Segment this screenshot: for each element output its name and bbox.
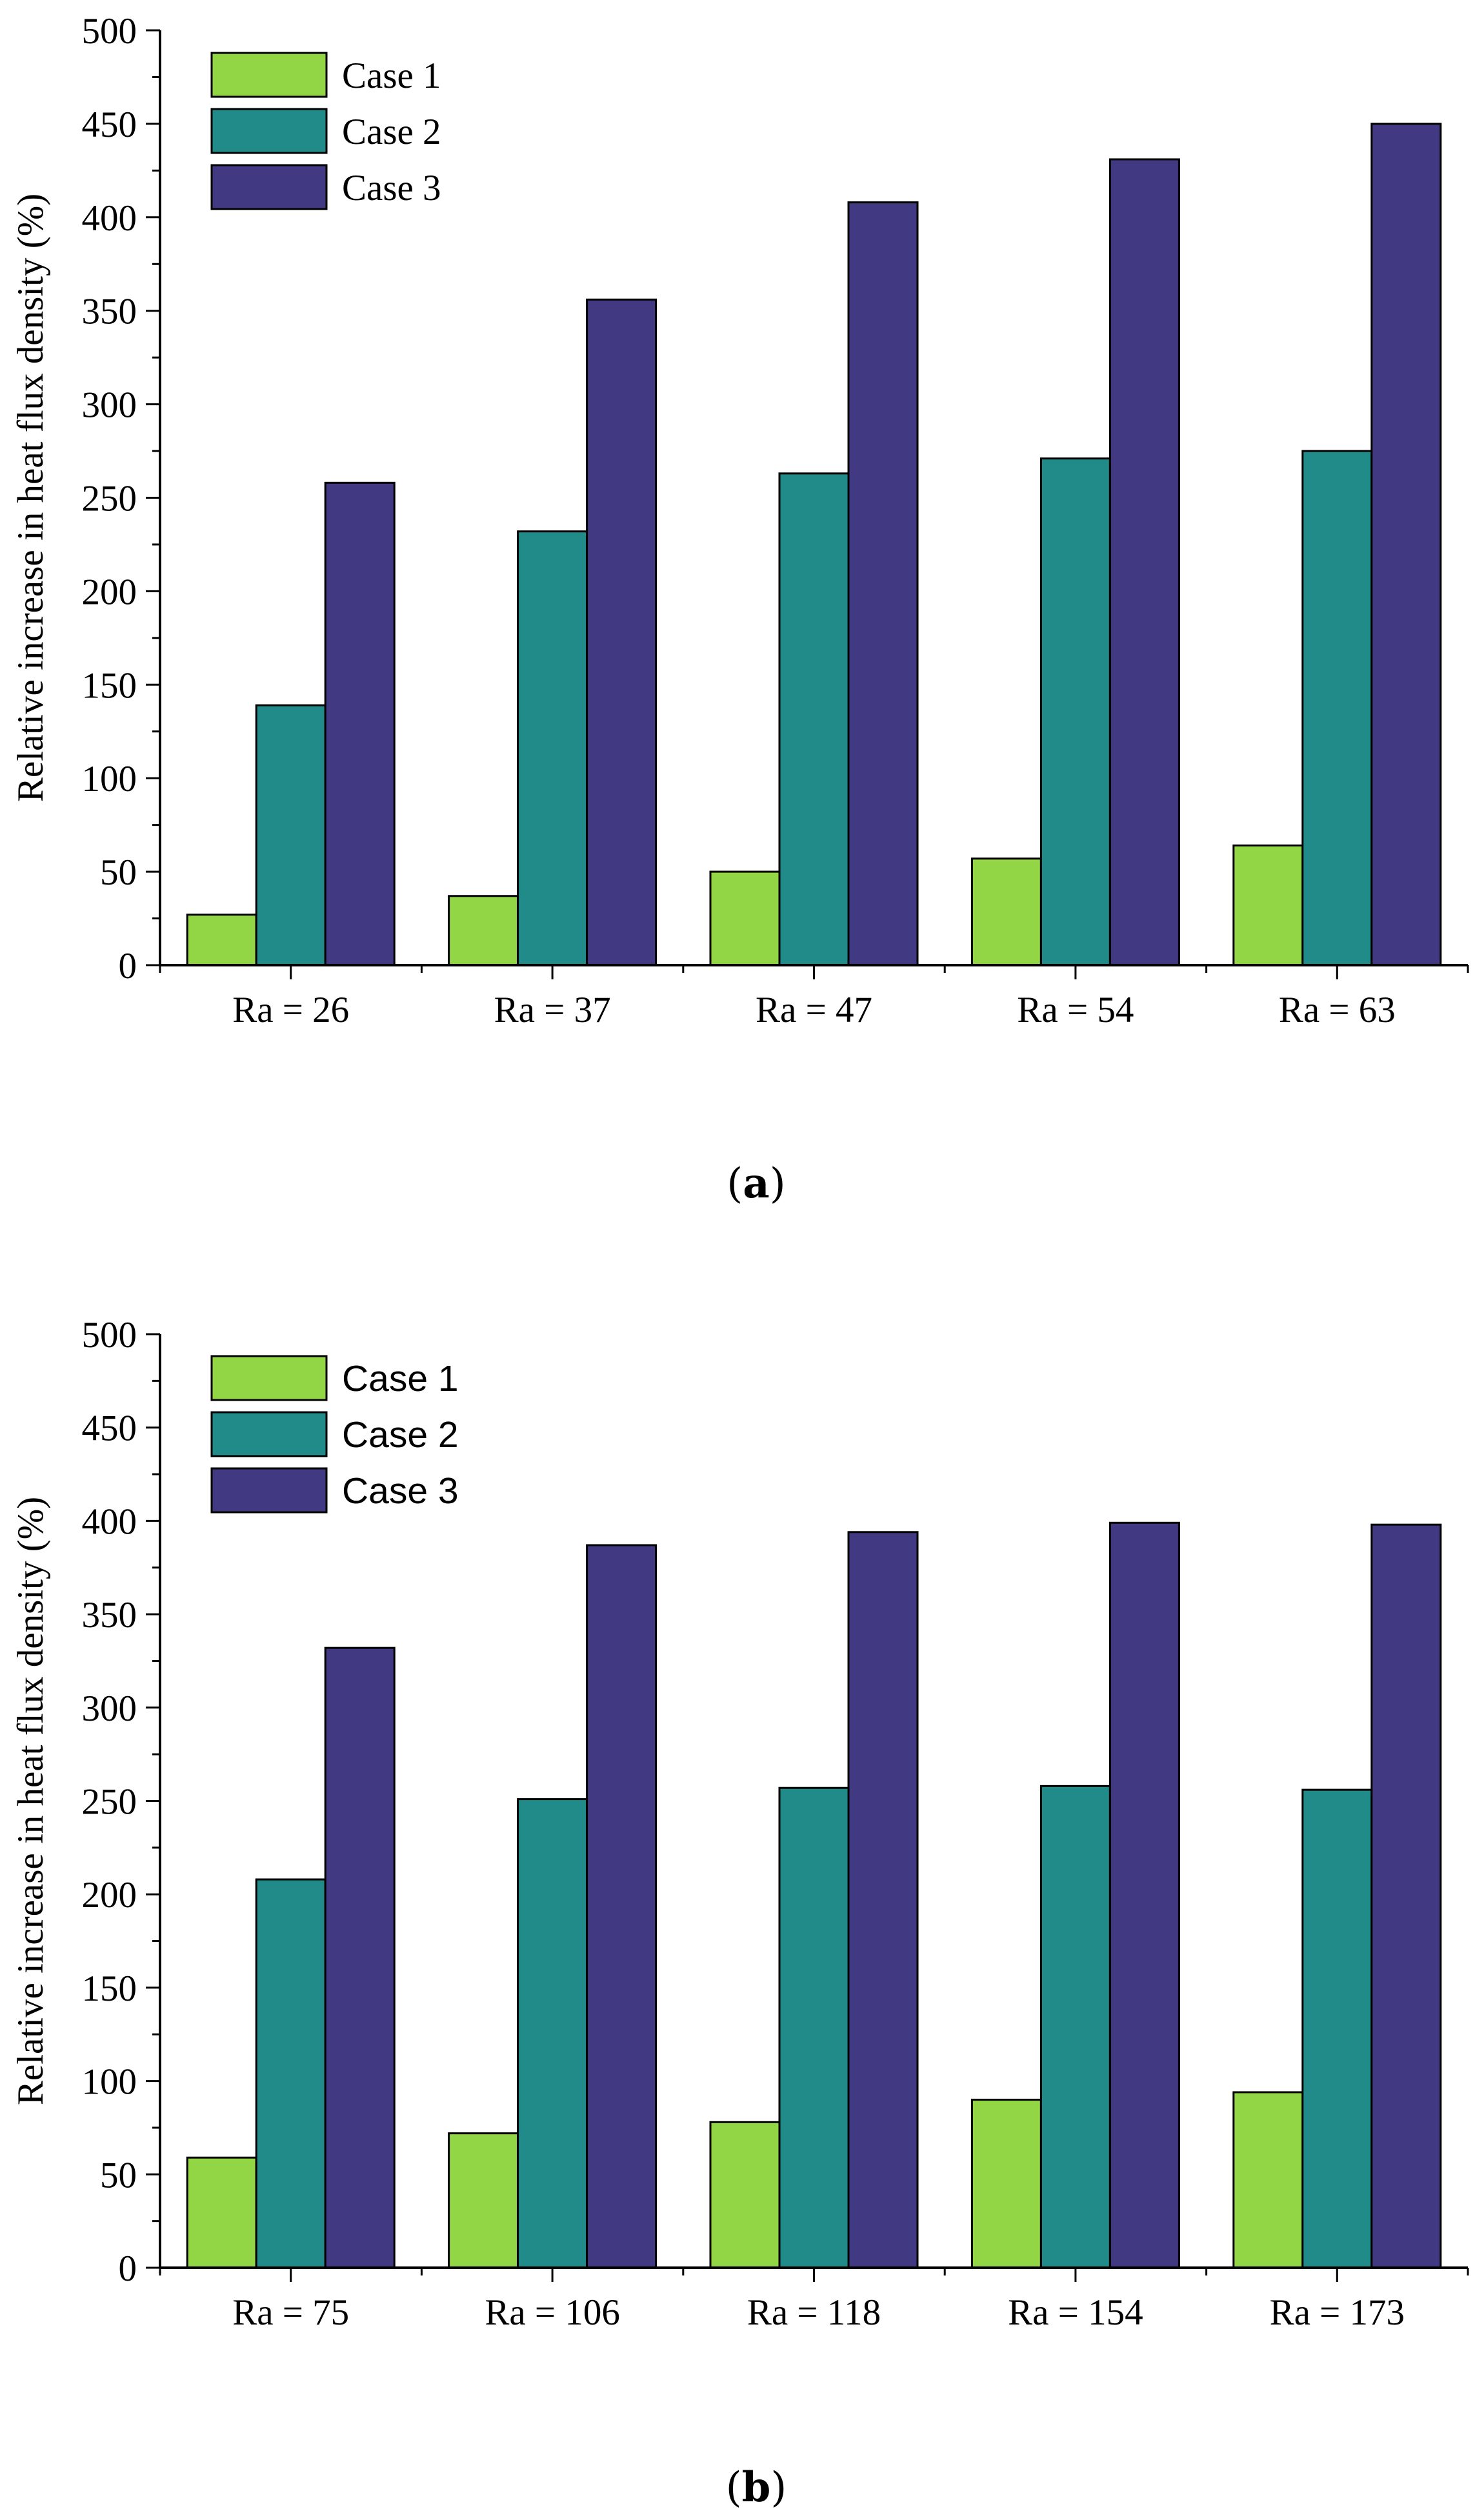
y-tick-label: 300 — [82, 385, 137, 426]
y-tick-label: 100 — [82, 2062, 137, 2103]
caption-paren-close: ) — [770, 2464, 787, 2512]
y-tick-label: 0 — [119, 2248, 137, 2289]
x-tick-label: Ra = 37 — [494, 990, 611, 1030]
y-tick-label: 500 — [82, 11, 137, 52]
x-tick-label: Ra = 173 — [1270, 2292, 1405, 2333]
bar-case-1-3 — [709, 870, 781, 966]
panel-caption: (b) — [726, 2463, 787, 2512]
bar-case-2-1 — [255, 1878, 326, 2269]
bar-case-2-4 — [1039, 457, 1111, 966]
y-tick-label: 400 — [82, 198, 137, 239]
legend-swatch-case-2 — [210, 108, 328, 154]
bar-case-2-5 — [1301, 450, 1373, 966]
y-tick-label: 350 — [82, 292, 137, 332]
legend-swatch-case-1 — [210, 52, 328, 98]
bar-case-1-1 — [186, 2156, 257, 2269]
y-tick-label: 0 — [119, 946, 137, 986]
y-tick-label: 500 — [82, 1315, 137, 1355]
caption-letter: b — [742, 2463, 771, 2512]
legend-label: Case 2 — [342, 112, 441, 152]
bar-case-2-4 — [1039, 1785, 1111, 2269]
legend: Case 1 Case 2 Case 3 — [210, 1355, 459, 1514]
x-tick-label: Ra = 118 — [747, 2292, 881, 2333]
y-tick-label: 50 — [100, 2155, 137, 2195]
legend-label: Case 2 — [342, 1414, 459, 1455]
y-tick-label: 200 — [82, 572, 137, 612]
caption-paren-open: ( — [727, 1160, 743, 1208]
bar-case-3-2 — [586, 1544, 657, 2269]
y-tick-label: 250 — [82, 1782, 137, 1823]
caption-paren-close: ) — [770, 1160, 786, 1208]
y-tick-label: 300 — [82, 1688, 137, 1729]
bar-case-1-5 — [1232, 2091, 1304, 2269]
bar-case-2-1 — [255, 704, 326, 966]
bar-case-1-4 — [970, 857, 1042, 966]
legend-swatch-case-1 — [210, 1355, 328, 1401]
bar-case-1-5 — [1232, 845, 1304, 966]
y-tick-label: 450 — [82, 105, 137, 145]
x-tick-label: Ra = 63 — [1279, 990, 1396, 1030]
legend-swatch-case-3 — [210, 1467, 328, 1514]
legend-label: Case 1 — [342, 1358, 459, 1399]
bar-case-3-3 — [847, 201, 919, 966]
x-tick-label: Ra = 47 — [756, 990, 872, 1030]
bar-case-3-1 — [324, 1646, 396, 2269]
chart-panel-a: Ra = 26 Ra = 37 Ra = 47 Ra = 54 Ra = 63 0 50 10… — [10, 11, 1469, 1208]
y-axis-label: Relative increase in heat flux density (… — [10, 194, 51, 802]
bar-case-3-5 — [1370, 1523, 1442, 2269]
bar-case-1-2 — [448, 895, 519, 966]
x-tick-label: Ra = 154 — [1008, 2292, 1143, 2333]
bar-case-3-5 — [1370, 123, 1442, 966]
bar-case-3-1 — [324, 481, 396, 966]
caption-paren-open: ( — [726, 2464, 742, 2512]
bar-case-1-2 — [448, 2132, 519, 2269]
bar-case-2-3 — [778, 472, 850, 966]
legend-swatch-case-3 — [210, 164, 328, 210]
x-tick-label: Ra = 106 — [485, 2292, 619, 2333]
bar-case-1-3 — [709, 2121, 781, 2269]
legend-label: Case 3 — [342, 1470, 459, 1512]
bar-case-3-2 — [586, 298, 657, 966]
x-tick-label: Ra = 26 — [232, 990, 349, 1030]
caption-letter: a — [743, 1159, 769, 1208]
y-tick-label: 250 — [82, 479, 137, 519]
bar-case-3-3 — [847, 1531, 919, 2269]
y-tick-label: 150 — [82, 1968, 137, 2009]
legend-label: Case 1 — [342, 55, 441, 96]
y-axis-label: Relative increase in heat flux density (… — [10, 1497, 51, 2105]
bar-case-2-3 — [778, 1786, 850, 2269]
legend-label: Case 3 — [342, 168, 441, 208]
y-tick-label: 100 — [82, 759, 137, 799]
bar-case-1-4 — [970, 2099, 1042, 2269]
y-tick-label: 350 — [82, 1595, 137, 1635]
bar-case-3-4 — [1109, 158, 1180, 966]
x-tick-label: Ra = 54 — [1017, 990, 1134, 1030]
y-tick-label: 200 — [82, 1875, 137, 1915]
bar-case-2-2 — [517, 530, 588, 966]
y-tick-label: 450 — [82, 1408, 137, 1449]
bar-case-2-2 — [517, 1798, 588, 2269]
bar-case-1-1 — [186, 914, 257, 966]
x-tick-label: Ra = 75 — [232, 2292, 349, 2333]
y-tick-label: 50 — [100, 852, 137, 893]
legend-swatch-case-2 — [210, 1411, 328, 1457]
bar-case-3-4 — [1109, 1521, 1180, 2269]
y-tick-label: 400 — [82, 1501, 137, 1542]
bar-case-2-5 — [1301, 1788, 1373, 2269]
chart-panel-b: Ra = 75 Ra = 106 Ra = 118 Ra = 154 Ra = 173 0… — [10, 1315, 1469, 2512]
panel-caption: (a) — [727, 1159, 785, 1208]
y-tick-label: 150 — [82, 665, 137, 706]
legend: Case 1 Case 2 Case 3 — [210, 52, 441, 210]
